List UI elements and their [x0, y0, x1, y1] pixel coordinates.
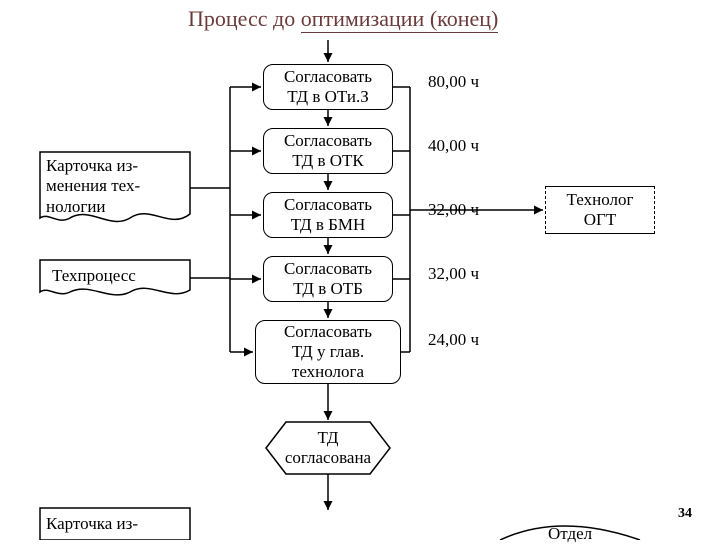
doc-card-partial-label: Карточка из- [46, 514, 186, 534]
time-n2: 40,00 ч [428, 136, 479, 156]
doc-tech-process-label: Техпроцесс [52, 266, 182, 286]
node-agree-otb: Согласовать ТД в ОТБ [263, 256, 393, 302]
page-number: 34 [678, 506, 692, 522]
node-agree-otiz: Согласовать ТД в ОТи.З [263, 64, 393, 110]
time-n1: 80,00 ч [428, 72, 479, 92]
node-td-approved-label: ТД согласована [266, 424, 390, 472]
title-prefix: Процесс до [188, 6, 301, 31]
partial-dept-label: Отдел [548, 524, 592, 544]
node-agree-bmn: Согласовать ТД в БМН [263, 192, 393, 238]
time-n5: 24,00 ч [428, 330, 479, 350]
node-agree-otk: Согласовать ТД в ОТК [263, 128, 393, 174]
page-title: Процесс до оптимизации (конец) [188, 6, 498, 32]
node-agree-chief-tech: Согласовать ТД у глав. технолога [255, 320, 401, 384]
actor-technolog-ogt: Технолог ОГТ [545, 186, 655, 234]
doc-card-tech-change-label: Карточка из- менения тех- нологии [46, 156, 186, 217]
time-n3: 32,00 ч [428, 200, 479, 220]
time-n4: 32,00 ч [428, 264, 479, 284]
title-underlined: оптимизации (конец) [301, 6, 499, 33]
